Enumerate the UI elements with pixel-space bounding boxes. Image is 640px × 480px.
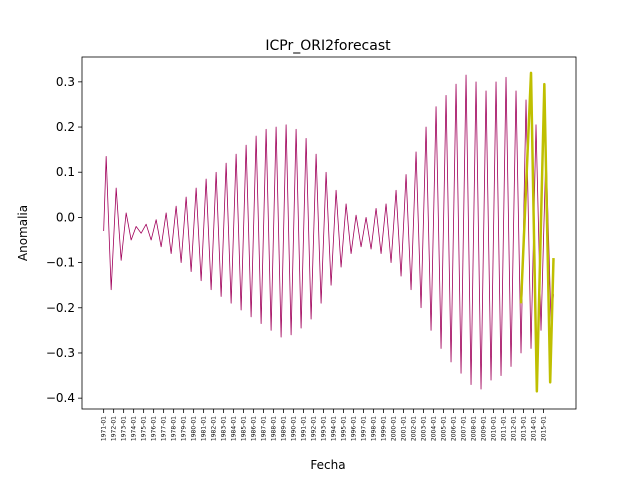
x-tick-label: 2008-01 (471, 416, 478, 441)
plot-frame (81, 56, 577, 410)
x-tick-label: 1986-01 (251, 416, 258, 441)
x-tick-label: 1977-01 (161, 416, 168, 441)
x-tick-label: 2015-01 (541, 416, 548, 441)
x-tick-label: 2000-01 (391, 416, 398, 441)
y-tick-label: 0.2 (56, 120, 75, 134)
y-tick-label: −0.1 (46, 256, 75, 270)
x-tick-label: 1989-01 (281, 416, 288, 441)
y-tick-label: 0.3 (56, 75, 75, 89)
x-tick-label: 1982-01 (211, 416, 218, 441)
x-tick-label: 1981-01 (201, 416, 208, 441)
x-tick-label: 1995-01 (341, 416, 348, 441)
x-tick-label: 2011-01 (501, 416, 508, 441)
x-tick-label: 1996-01 (351, 416, 358, 441)
x-tick-label: 1993-01 (321, 416, 328, 441)
x-tick-label: 2004-01 (431, 416, 438, 441)
chart-title: ICPr_ORI2forecast (265, 38, 391, 54)
x-tick-label: 1979-01 (181, 416, 188, 441)
x-tick-label: 2009-01 (481, 416, 488, 441)
x-tick-label: 2013-01 (521, 416, 528, 441)
x-tick-label: 1988-01 (271, 416, 278, 441)
x-tick-label: 2003-01 (421, 416, 428, 441)
x-tick-label: 2007-01 (461, 416, 468, 441)
x-tick-label: 1971-01 (101, 416, 108, 441)
x-tick-label: 2002-01 (411, 416, 418, 441)
x-tick-label: 1975-01 (141, 416, 148, 441)
x-tick-label: 1985-01 (241, 416, 248, 441)
x-tick-label: 2014-01 (531, 416, 538, 441)
x-tick-label: 2005-01 (441, 416, 448, 441)
y-tick-label: −0.2 (46, 301, 75, 315)
x-tick-label: 1978-01 (171, 416, 178, 441)
x-tick-label: 1973-01 (121, 416, 128, 441)
x-axis-label: Fecha (310, 458, 345, 472)
x-tick-label: 1976-01 (151, 416, 158, 441)
x-tick-label: 1998-01 (371, 416, 378, 441)
x-tick-label: 1983-01 (221, 416, 228, 441)
x-tick-label: 2001-01 (401, 416, 408, 441)
data-line (519, 71, 555, 393)
x-tick-label: 1984-01 (231, 416, 238, 441)
y-tick-label: 0.1 (56, 165, 75, 179)
x-tick-label: 1992-01 (311, 416, 318, 441)
y-axis-label: Anomalia (16, 205, 30, 261)
data-line (103, 74, 554, 390)
x-tick-label: 1990-01 (291, 416, 298, 441)
x-tick-label: 1980-01 (191, 416, 198, 441)
x-tick-label: 2006-01 (451, 416, 458, 441)
x-tick-label: 1991-01 (301, 416, 308, 441)
x-tick-label: 2010-01 (491, 416, 498, 441)
y-tick-label: −0.3 (46, 346, 75, 360)
x-tick-label: 1999-01 (381, 416, 388, 441)
x-tick-label: 1974-01 (131, 416, 138, 441)
y-tick-label: −0.4 (46, 391, 75, 405)
x-tick-label: 1972-01 (111, 416, 118, 441)
x-tick-label: 1987-01 (261, 416, 268, 441)
x-tick-label: 1997-01 (361, 416, 368, 441)
x-tick-label: 1994-01 (331, 416, 338, 441)
y-tick-label: 0.0 (56, 210, 75, 224)
x-tick-label: 2012-01 (511, 416, 518, 441)
